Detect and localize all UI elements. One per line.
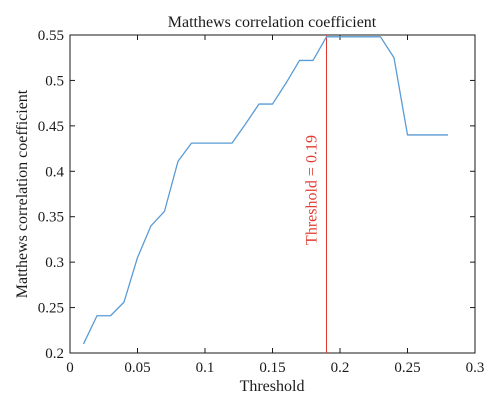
x-tick-label: 0.2 [331, 360, 350, 376]
x-tick-label: 0.25 [394, 360, 420, 376]
x-tick-label: 0.05 [124, 360, 150, 376]
y-tick-label: 0.25 [38, 301, 64, 317]
x-tick-label: 0.3 [466, 360, 485, 376]
x-tick-label: 0.1 [196, 360, 215, 376]
y-tick-label: 0.5 [45, 73, 64, 89]
x-tick-label: 0 [66, 360, 74, 376]
x-axis-title: Threshold [240, 378, 305, 395]
chart-title: Matthews correlation coefficient [168, 14, 377, 31]
y-tick-label: 0.4 [45, 164, 64, 180]
y-tick-label: 0.45 [38, 119, 64, 135]
y-tick-label: 0.2 [45, 346, 64, 362]
y-tick-label: 0.35 [38, 210, 64, 226]
y-axis-title: Matthews correlation coefficient [14, 89, 31, 298]
y-tick-label: 0.3 [45, 255, 64, 271]
x-tick-label: 0.15 [259, 360, 285, 376]
y-tick-label: 0.55 [38, 28, 64, 44]
plot-area [70, 35, 475, 353]
threshold-label: Threshold = 0.19 [304, 135, 321, 245]
